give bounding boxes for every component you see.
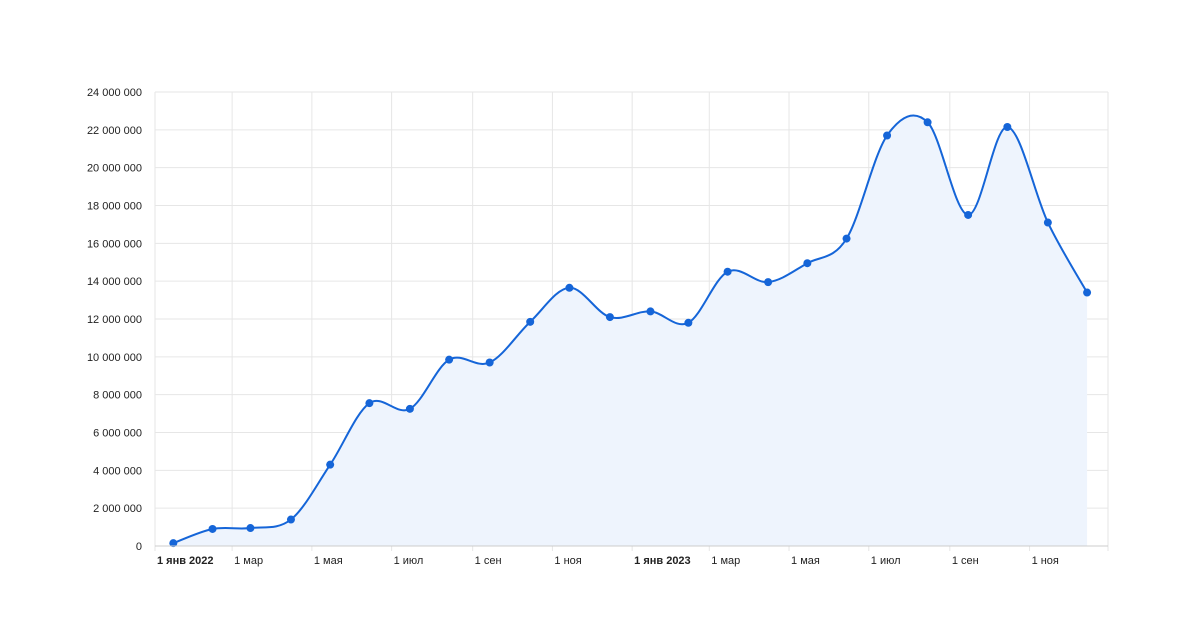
data-point[interactable] (445, 355, 454, 364)
x-tick-label: 1 мар (234, 555, 263, 567)
data-point[interactable] (405, 404, 414, 413)
x-tick-label: 1 мая (791, 555, 820, 567)
y-tick-label: 14 000 000 (87, 276, 142, 288)
data-point[interactable] (1043, 218, 1052, 227)
data-point[interactable] (565, 283, 574, 292)
y-tick-label: 8 000 000 (93, 390, 142, 402)
data-point[interactable] (485, 358, 494, 367)
data-points (169, 118, 1092, 548)
data-point[interactable] (803, 259, 812, 268)
x-tick-label: 1 мая (314, 555, 343, 567)
y-tick-label: 20 000 000 (87, 163, 142, 175)
data-point[interactable] (326, 460, 335, 469)
x-tick-label: 1 сен (952, 555, 979, 567)
data-point[interactable] (842, 234, 851, 243)
y-tick-label: 12 000 000 (87, 314, 142, 326)
data-point[interactable] (169, 539, 178, 548)
y-tick-label: 0 (136, 541, 142, 553)
data-point[interactable] (208, 524, 217, 533)
data-point[interactable] (883, 131, 892, 140)
data-point[interactable] (923, 118, 932, 127)
y-tick-label: 6 000 000 (93, 428, 142, 440)
y-axis-ticks: 0 2 000 000 4 000 000 6 000 000 8 000 000 10 … (87, 87, 142, 553)
data-point[interactable] (764, 278, 773, 287)
y-tick-label: 24 000 000 (87, 87, 142, 99)
data-point[interactable] (286, 515, 295, 524)
data-point[interactable] (605, 313, 614, 322)
y-tick-label: 2 000 000 (93, 503, 142, 515)
y-tick-label: 16 000 000 (87, 238, 142, 250)
data-point[interactable] (365, 399, 374, 408)
y-tick-label: 18 000 000 (87, 201, 142, 213)
y-tick-label: 22 000 000 (87, 125, 142, 137)
data-point[interactable] (723, 267, 732, 276)
data-point[interactable] (964, 210, 973, 219)
data-point[interactable] (1003, 122, 1012, 131)
data-point[interactable] (526, 317, 535, 326)
x-tick-label: 1 июл (871, 555, 901, 567)
data-point[interactable] (646, 307, 655, 316)
x-tick-label: 1 янв 2023 (634, 555, 691, 567)
x-tick-label: 1 сен (475, 555, 502, 567)
y-tick-label: 10 000 000 (87, 352, 142, 364)
y-tick-label: 4 000 000 (93, 465, 142, 477)
data-point[interactable] (1083, 288, 1092, 297)
x-tick-label: 1 ноя (1032, 555, 1059, 567)
x-axis-ticks: 1 янв 2022 1 мар 1 мая 1 июл 1 сен 1 ноя 1 янв… (157, 555, 1059, 567)
x-tick-label: 1 июл (394, 555, 424, 567)
series-area-fill (173, 115, 1088, 547)
data-point[interactable] (246, 524, 255, 533)
x-tick-label: 1 ноя (554, 555, 581, 567)
data-point[interactable] (684, 318, 693, 327)
x-tick-label: 1 мар (711, 555, 740, 567)
x-tick-label: 1 янв 2022 (157, 555, 214, 567)
